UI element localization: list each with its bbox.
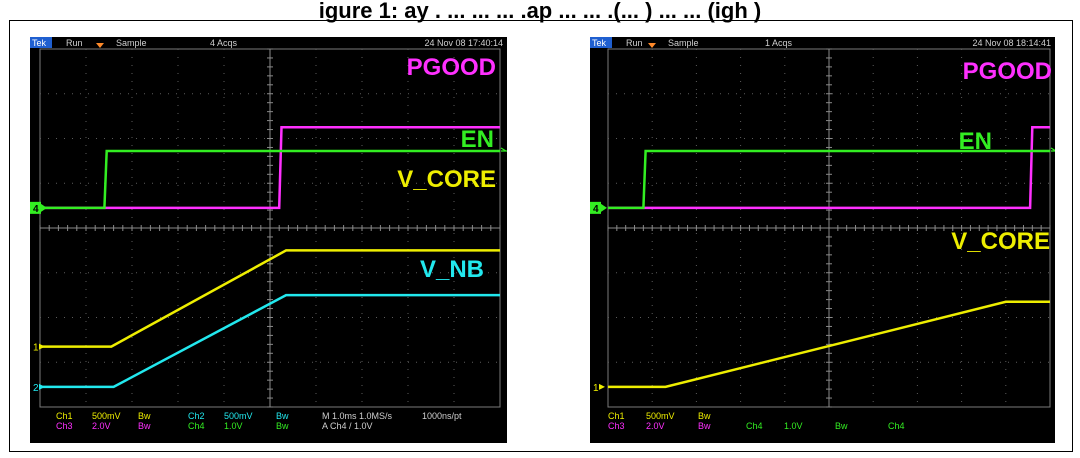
footer-ch3-scale: 2.0V [92, 421, 111, 431]
footer-timebase: M 1.0ms 1.0MS/s [322, 411, 393, 421]
footer-ch3-bw: Bw [138, 421, 151, 431]
footer-ch3-bw: Bw [698, 421, 711, 431]
figure-title: igure 1: ay . ... ... ... .ap ... ... .(… [318, 0, 762, 23]
footer-ch4-bw: Bw [276, 421, 289, 431]
footer-ch4-scale: 1.0V [784, 421, 803, 431]
label-pgood: PGOOD [963, 58, 1052, 85]
footer-ch3-scale: 2.0V [646, 421, 665, 431]
trigger-position-marker [96, 43, 104, 48]
ch2-marker-label: 2 [33, 383, 39, 394]
ch1-marker-arrow [599, 383, 605, 390]
acquisition-count: 4 Acqs [210, 38, 238, 48]
date-time: 24 Nov 08 18:14:41 [972, 38, 1051, 48]
footer-ch4-bw: Bw [835, 421, 848, 431]
trace-en [40, 149, 500, 210]
scope-left-svg: PGOOD EN V_CORE V_NB 4 1 2 Tek Run Sample 4 Acqs 24… [30, 37, 507, 431]
footer-ch1-scale: 500mV [646, 411, 675, 421]
ch4-marker-arrow [601, 203, 607, 212]
ch4-marker-label: 4 [593, 204, 599, 215]
footer-ch4: Ch4 [746, 421, 763, 431]
footer-ch2-bw: Bw [276, 411, 289, 421]
footer-ch3: Ch3 [56, 421, 73, 431]
brand-label: Tek [592, 38, 607, 48]
footer-ch4: Ch4 [188, 421, 205, 431]
footer-ch1: Ch1 [608, 411, 625, 421]
trace-en [608, 149, 1050, 210]
trace-pgood [608, 126, 1050, 210]
label-v-nb: V_NB [420, 256, 484, 283]
footer-ch1-bw: Bw [138, 411, 151, 421]
brand-badge [590, 37, 612, 48]
trigger-position-marker [648, 43, 656, 48]
ch1-marker-label: 1 [593, 383, 599, 394]
label-en: EN [461, 126, 494, 153]
trigger-level-arrow [500, 147, 507, 152]
trigger-level-arrow [1050, 147, 1055, 152]
footer-trig-ch: Ch4 [888, 421, 905, 431]
trace-pgood [40, 126, 500, 210]
scope-left: PGOOD EN V_CORE V_NB 4 1 2 Tek Run Sample 4 Acqs 24… [30, 37, 507, 443]
acquisition-count: 1 Acqs [765, 38, 793, 48]
trace-v-nb [40, 293, 500, 389]
footer-ch2-scale: 500mV [224, 411, 253, 421]
label-v-core: V_CORE [397, 166, 496, 193]
ch2-marker-arrow [39, 383, 45, 390]
footer-ch1-scale: 500mV [92, 411, 121, 421]
footer-ch1-bw: Bw [698, 411, 711, 421]
ch4-marker-box [30, 201, 41, 214]
scope-right-svg: PGOOD EN V_CORE 4 1 Tek Run Sample 1 Acqs 24 Nov … [590, 37, 1055, 431]
trace-v-core [608, 300, 1050, 389]
footer-ch2: Ch2 [188, 411, 205, 421]
footer-ch1: Ch1 [56, 411, 73, 421]
ch4-marker-label: 4 [33, 204, 39, 215]
footer-ch3: Ch3 [608, 421, 625, 431]
ch4-marker-arrow [41, 203, 47, 212]
label-pgood: PGOOD [407, 54, 496, 81]
ch1-marker-label: 1 [33, 343, 39, 354]
trace-v-core [40, 249, 500, 348]
ch4-marker-box [590, 201, 601, 214]
label-en: EN [959, 128, 992, 155]
label-v-core: V_CORE [951, 228, 1050, 255]
brand-label: Tek [32, 38, 47, 48]
brand-badge [30, 37, 52, 48]
date-time: 24 Nov 08 17:40:14 [424, 38, 503, 48]
scope-right: PGOOD EN V_CORE 4 1 Tek Run Sample 1 Acqs 24 Nov … [590, 37, 1055, 443]
footer-ch4-scale: 1.0V [224, 421, 243, 431]
ch1-marker-arrow [39, 343, 45, 350]
acquire-mode-label: Sample [668, 38, 699, 48]
run-mode-label: Run [66, 38, 83, 48]
footer-record: 1000ns/pt [422, 411, 462, 421]
acquire-mode-label: Sample [116, 38, 147, 48]
footer-trigger: A Ch4 / 1.0V [322, 421, 373, 431]
figure-frame [9, 20, 1073, 452]
run-mode-label: Run [626, 38, 643, 48]
